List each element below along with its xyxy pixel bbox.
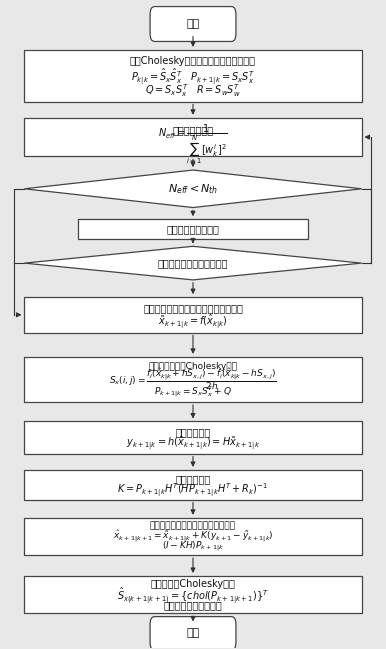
Text: 计算粒子有效値: 计算粒子有效値 bbox=[173, 125, 213, 135]
FancyBboxPatch shape bbox=[24, 576, 362, 613]
Text: $\hat{S}_{x(k+1|k+1)}=\{chol(P_{k+1|k+1})\}^T$: $\hat{S}_{x(k+1|k+1)}=\{chol(P_{k+1|k+1}… bbox=[117, 585, 269, 605]
FancyBboxPatch shape bbox=[24, 357, 362, 402]
Text: $y_{k+1|k}=h(\tilde{x}_{k+1|k})=H\tilde{x}_{k+1|k}$: $y_{k+1|k}=h(\tilde{x}_{k+1|k})=H\tilde{… bbox=[126, 435, 260, 452]
Text: 加入到有效粒子集合: 加入到有效粒子集合 bbox=[167, 224, 219, 234]
Polygon shape bbox=[24, 170, 362, 208]
Text: $\tilde{x}_{k+1|k}=f(\hat{x}_{k|k})$: $\tilde{x}_{k+1|k}=f(\hat{x}_{k|k})$ bbox=[158, 312, 228, 330]
FancyBboxPatch shape bbox=[78, 219, 308, 239]
Text: $Q=S_xS_x^T \quad R=S_wS_w^T$: $Q=S_xS_x^T \quad R=S_wS_w^T$ bbox=[145, 82, 241, 99]
FancyBboxPatch shape bbox=[24, 421, 362, 454]
FancyBboxPatch shape bbox=[24, 297, 362, 332]
Text: $P_{k+1|k}=S_xS_x^T+Q$: $P_{k+1|k}=S_xS_x^T+Q$ bbox=[154, 384, 232, 400]
Text: 对有效粒子集合中的粒子进行状态预测: 对有效粒子集合中的粒子进行状态预测 bbox=[143, 304, 243, 313]
Text: 开始: 开始 bbox=[186, 19, 200, 29]
Text: 估计误差的Cholesky分解: 估计误差的Cholesky分解 bbox=[151, 579, 235, 589]
Polygon shape bbox=[24, 247, 362, 280]
Text: 完成所有粒子有效値计算？: 完成所有粒子有效値计算？ bbox=[158, 258, 228, 268]
FancyBboxPatch shape bbox=[24, 117, 362, 156]
Text: $K=P_{k+1|k}H^T(HP_{k+1|k}H^T+R_k)^{-1}$: $K=P_{k+1|k}H^T(HP_{k+1|k}H^T+R_k)^{-1}$ bbox=[117, 482, 269, 499]
Text: $S_x(i,j)=\dfrac{f_i(\hat{x}_{k|k}+hS_{x,j})-f_i(\hat{x}_{k|k}-hS_{x,j})}{2h}$: $S_x(i,j)=\dfrac{f_i(\hat{x}_{k|k}+hS_{x… bbox=[109, 367, 277, 392]
Text: 结束: 结束 bbox=[186, 628, 200, 639]
Text: $P_{k|k}=\hat{S}_x\hat{S}_x^T \quad P_{k+1|k}=S_xS_x^T$: $P_{k|k}=\hat{S}_x\hat{S}_x^T \quad P_{k… bbox=[131, 66, 255, 86]
Text: $(I-KH)P_{k+1|k}$: $(I-KH)P_{k+1|k}$ bbox=[162, 540, 224, 554]
Text: 输出有效粒子状态矩阵: 输出有效粒子状态矩阵 bbox=[164, 600, 222, 610]
FancyBboxPatch shape bbox=[24, 518, 362, 555]
FancyBboxPatch shape bbox=[150, 6, 236, 42]
FancyBboxPatch shape bbox=[150, 617, 236, 649]
Text: 进行量测预测: 进行量测预测 bbox=[175, 427, 211, 437]
Text: $N_{eff}=\dfrac{1}{\sum_{i=1}^{N}[w_k^i]^2}$: $N_{eff}=\dfrac{1}{\sum_{i=1}^{N}[w_k^i]… bbox=[158, 122, 228, 166]
Text: 滤波增益计算: 滤波增益计算 bbox=[175, 474, 211, 484]
Text: $N_{eff}<N_{th}$: $N_{eff}<N_{th}$ bbox=[168, 182, 218, 196]
Text: 滤波估计和传计误差协方差矩阵计算: 滤波估计和传计误差协方差矩阵计算 bbox=[150, 521, 236, 530]
FancyBboxPatch shape bbox=[24, 470, 362, 500]
Text: $\hat{x}_{k+1|k+1}=\tilde{x}_{k+1|k}+K(y_{k+1}-\tilde{y}_{k+1|k})$: $\hat{x}_{k+1|k+1}=\tilde{x}_{k+1|k}+K(y… bbox=[113, 528, 273, 545]
FancyBboxPatch shape bbox=[24, 50, 362, 101]
Text: 引入Cholesky分解矩阵进行粒子滤波初始: 引入Cholesky分解矩阵进行粒子滤波初始 bbox=[130, 56, 256, 66]
Text: 计算误差矩阵的Cholesky分解: 计算误差矩阵的Cholesky分解 bbox=[149, 362, 237, 371]
